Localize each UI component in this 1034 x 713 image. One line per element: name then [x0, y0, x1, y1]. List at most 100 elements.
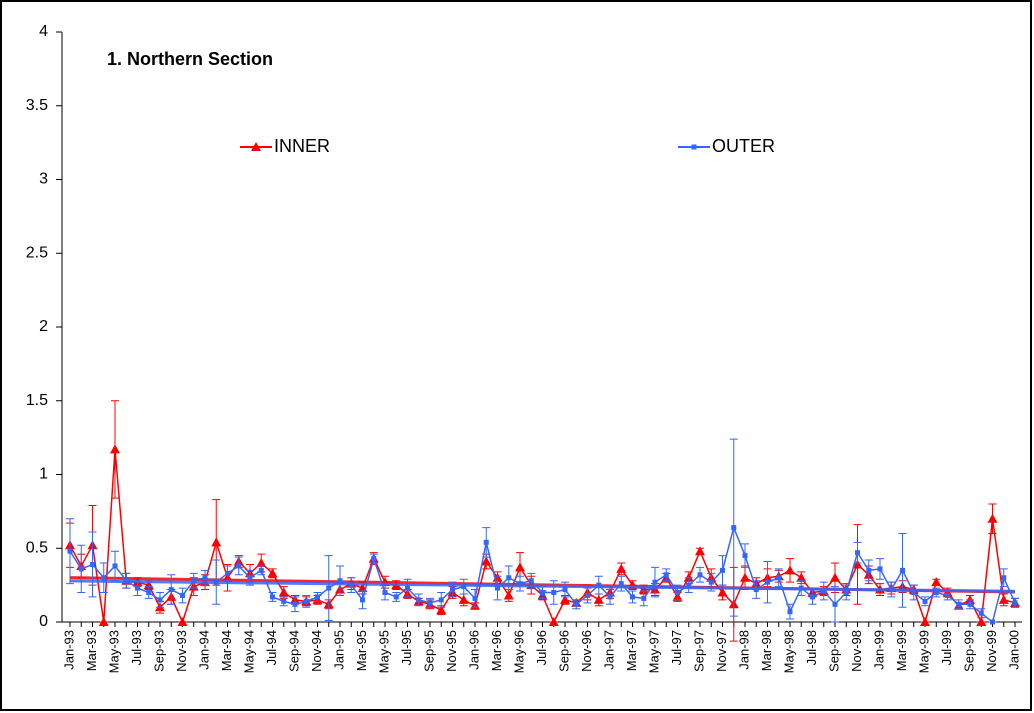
y-tick-label: 1 [39, 466, 48, 483]
x-tick-label: Mar-97 [624, 630, 639, 671]
data-point [270, 594, 275, 600]
data-point [540, 590, 545, 595]
x-tick-label: Sep-94 [286, 630, 301, 672]
data-point [483, 539, 489, 545]
data-point [742, 553, 748, 559]
data-point [371, 556, 377, 562]
y-tick-label: 1.5 [26, 392, 48, 409]
data-point [495, 585, 500, 591]
data-point [618, 581, 624, 587]
x-tick-label: Jul-98 [804, 630, 819, 665]
data-point [956, 601, 962, 607]
data-point [461, 584, 467, 590]
data-point [877, 566, 883, 572]
x-tick-label: Nov-98 [849, 630, 864, 672]
data-point [776, 575, 782, 581]
data-point [911, 590, 917, 595]
data-point [562, 587, 568, 593]
data-point [382, 590, 388, 595]
data-point [180, 592, 185, 598]
data-point [866, 567, 872, 573]
y-tick-label: 4 [39, 23, 48, 40]
data-point [436, 605, 447, 615]
data-point [393, 594, 399, 600]
data-point [922, 598, 928, 604]
x-tick-label: May-93 [106, 630, 121, 673]
x-tick-label: Jan-93 [61, 630, 76, 670]
data-point [191, 578, 197, 584]
data-point [593, 594, 604, 604]
x-tick-label: Nov-96 [579, 630, 594, 672]
data-point [225, 570, 230, 576]
data-point [987, 513, 998, 523]
x-tick-label: Jul-96 [534, 630, 549, 665]
data-point [481, 556, 492, 566]
data-point [517, 581, 523, 587]
data-point [360, 597, 365, 603]
x-tick-label: Mar-99 [894, 630, 909, 671]
trend-line [69, 579, 1016, 593]
x-tick-label: Jul-97 [669, 630, 684, 665]
data-point [292, 601, 298, 607]
data-point [933, 590, 939, 595]
data-point [765, 579, 770, 585]
y-tick-label: 3.5 [26, 97, 48, 114]
data-point [708, 579, 714, 585]
data-point [641, 595, 647, 601]
data-point [551, 590, 557, 595]
data-point [596, 582, 602, 588]
data-point [213, 579, 219, 585]
x-tick-label: Jan-00 [1006, 630, 1021, 670]
data-point [528, 578, 534, 584]
x-tick-label: May-98 [781, 630, 796, 673]
data-point [821, 588, 827, 594]
x-tick-label: Jan-94 [196, 630, 211, 670]
data-point [450, 587, 455, 593]
data-point [731, 525, 737, 531]
data-point [348, 582, 354, 588]
data-point [247, 575, 253, 581]
y-tick-label: 0 [39, 613, 48, 630]
data-point [157, 597, 163, 603]
x-tick-label: Jan-95 [331, 630, 346, 670]
data-point [101, 575, 107, 581]
x-tick-label: Sep-97 [691, 630, 706, 672]
data-point [990, 619, 995, 625]
x-tick-label: Mar-95 [354, 630, 369, 671]
y-tick-label: 2.5 [26, 244, 48, 261]
x-tick-label: Nov-93 [174, 630, 189, 672]
data-point [135, 585, 140, 591]
data-point [630, 594, 635, 600]
x-tick-label: Nov-95 [444, 630, 459, 672]
x-tick-label: Jul-99 [939, 630, 954, 665]
x-tick-label: Jul-94 [264, 630, 279, 665]
data-point [796, 572, 807, 582]
x-tick-label: Nov-94 [309, 630, 324, 672]
x-tick-label: Sep-93 [151, 630, 166, 672]
chart-title: 1. Northern Section [107, 49, 273, 69]
data-point [67, 548, 73, 554]
data-point [695, 546, 705, 556]
data-point [503, 590, 514, 600]
x-tick-label: May-99 [916, 630, 931, 673]
data-point [236, 563, 242, 569]
data-point [202, 575, 208, 581]
legend-marker [691, 144, 697, 150]
legend-label: INNER [274, 136, 330, 156]
data-point [697, 572, 703, 578]
data-point [472, 595, 478, 601]
data-point [740, 572, 750, 582]
data-point [548, 617, 559, 626]
data-point [98, 617, 109, 626]
data-point [405, 585, 410, 591]
data-point [998, 594, 1009, 604]
data-point [438, 597, 444, 603]
x-tick-label: Mar-98 [759, 630, 774, 671]
data-point [573, 601, 579, 607]
data-point [177, 617, 188, 626]
data-point [112, 563, 118, 569]
data-point [785, 565, 795, 575]
data-point [900, 567, 905, 573]
data-point [663, 572, 669, 578]
